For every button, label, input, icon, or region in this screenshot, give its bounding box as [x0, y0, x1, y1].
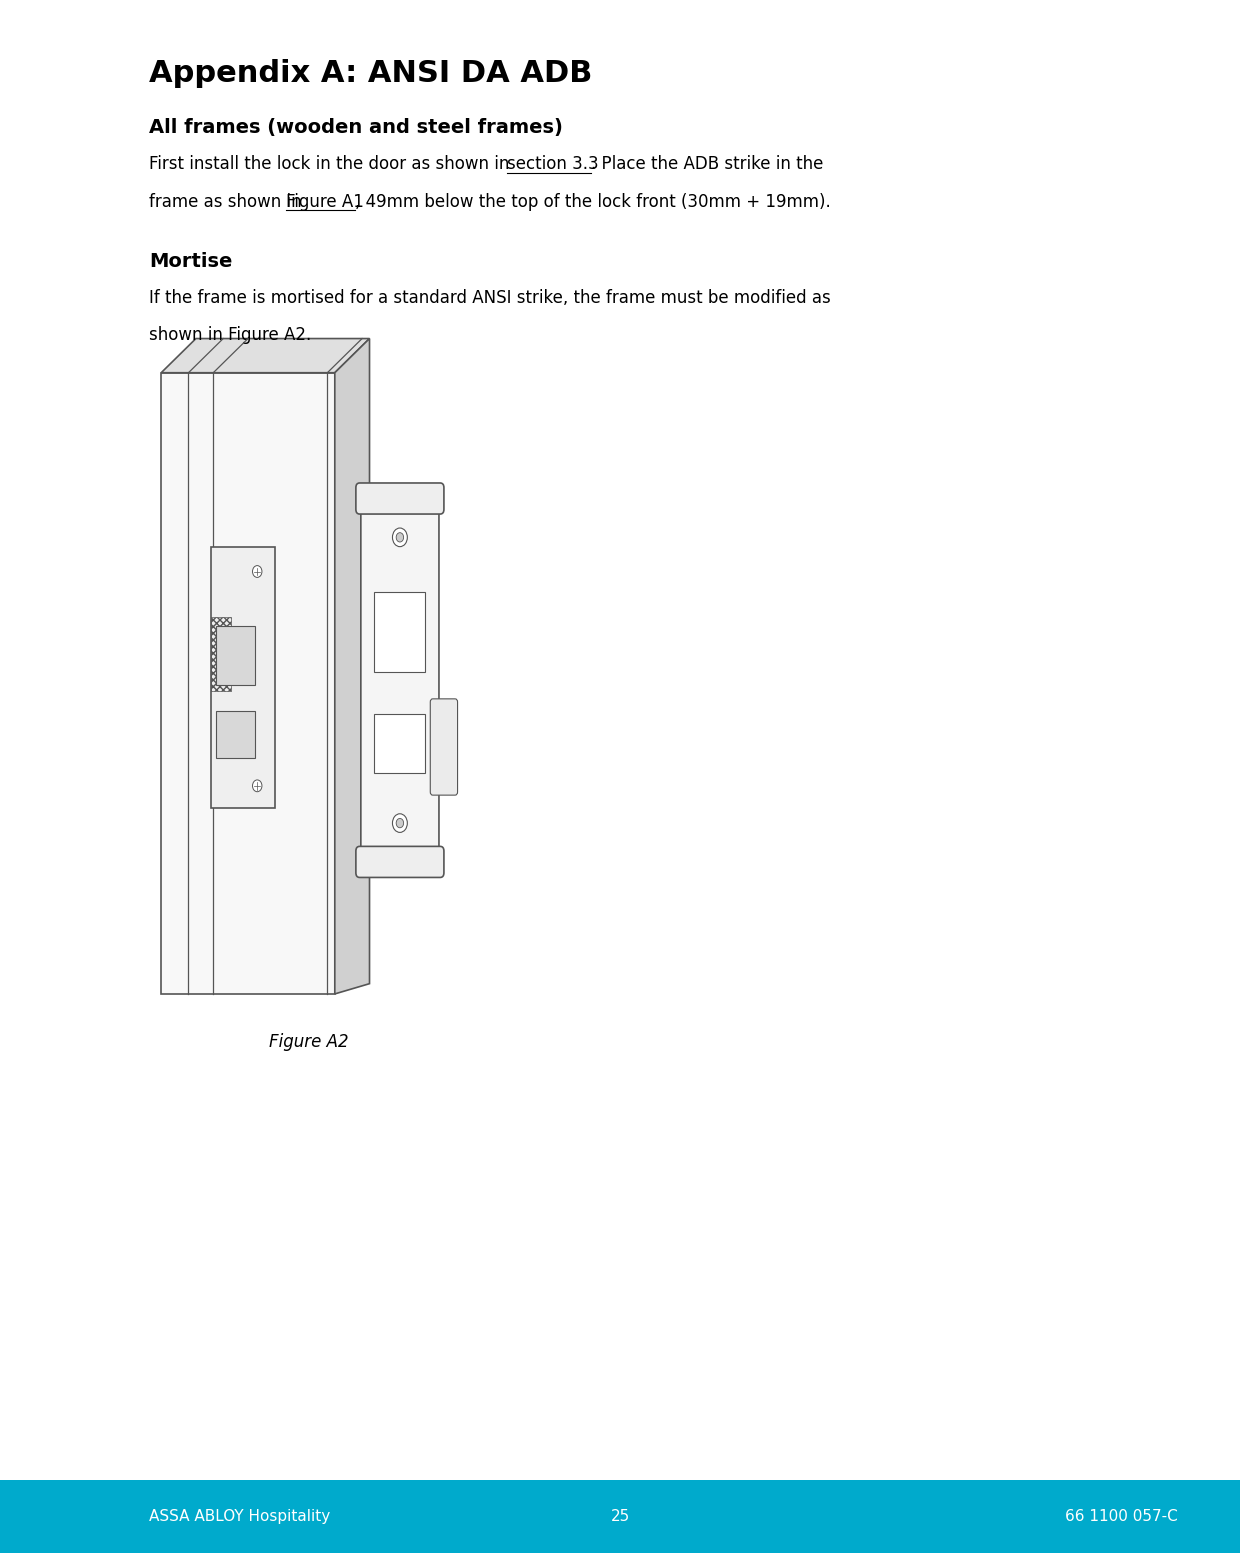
Text: . Place the ADB strike in the: . Place the ADB strike in the	[591, 155, 823, 174]
FancyBboxPatch shape	[356, 483, 444, 514]
Bar	[216, 711, 255, 758]
Text: shown in Figure A2.: shown in Figure A2.	[149, 326, 311, 345]
Text: frame as shown in: frame as shown in	[149, 193, 306, 211]
Bar	[211, 547, 275, 808]
Bar	[374, 592, 425, 672]
Text: , 49mm below the top of the lock front (30mm + 19mm).: , 49mm below the top of the lock front (…	[355, 193, 831, 211]
Polygon shape	[161, 339, 370, 373]
Text: All frames (wooden and steel frames): All frames (wooden and steel frames)	[149, 118, 563, 137]
Bar	[211, 617, 231, 691]
Bar	[374, 714, 425, 773]
Circle shape	[392, 814, 407, 832]
Circle shape	[397, 818, 404, 828]
FancyBboxPatch shape	[430, 699, 458, 795]
Text: If the frame is mortised for a standard ANSI strike, the frame must be modified : If the frame is mortised for a standard …	[149, 289, 831, 307]
Text: 25: 25	[610, 1510, 630, 1523]
Text: ASSA ABLOY Hospitality: ASSA ABLOY Hospitality	[149, 1510, 330, 1523]
Text: 66 1100 057-C: 66 1100 057-C	[1065, 1510, 1178, 1523]
Text: Mortise: Mortise	[149, 252, 232, 270]
Circle shape	[392, 528, 407, 547]
Text: Appendix A: ANSI DA ADB: Appendix A: ANSI DA ADB	[149, 59, 593, 89]
FancyBboxPatch shape	[361, 503, 439, 857]
Text: Figure A1: Figure A1	[286, 193, 365, 211]
Text: Figure A2: Figure A2	[269, 1033, 348, 1051]
Circle shape	[397, 533, 404, 542]
Bar	[161, 373, 335, 994]
Bar	[0, 1480, 1240, 1553]
Text: section 3.3: section 3.3	[507, 155, 599, 174]
FancyBboxPatch shape	[356, 846, 444, 877]
Bar	[216, 626, 255, 685]
Polygon shape	[335, 339, 370, 994]
Circle shape	[253, 565, 262, 578]
Text: First install the lock in the door as shown in: First install the lock in the door as sh…	[149, 155, 515, 174]
Circle shape	[253, 780, 262, 792]
